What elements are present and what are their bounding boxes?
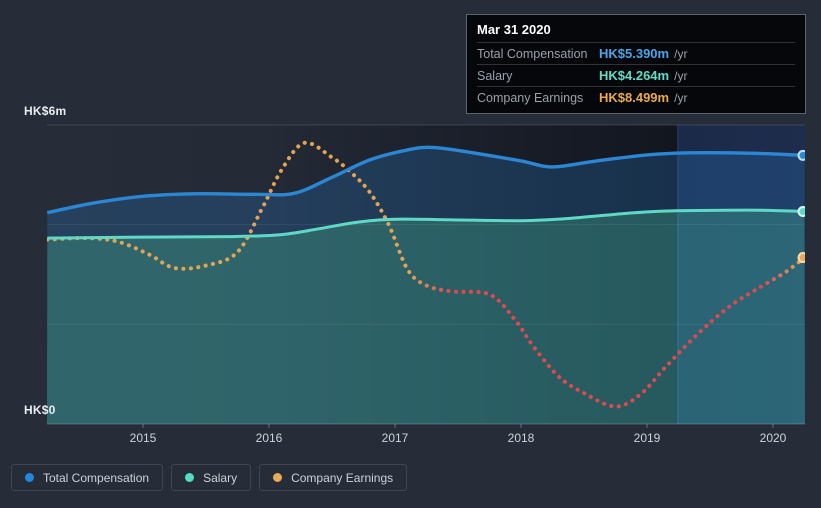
tooltip-row-value: HK$8.499m — [599, 90, 670, 105]
x-axis-label-2020: 2020 — [759, 431, 787, 445]
total-compensation-end-marker — [797, 149, 805, 161]
salary-end-marker — [797, 206, 805, 218]
x-axis-label-2018: 2018 — [507, 431, 535, 445]
plot-area[interactable] — [47, 125, 805, 424]
tooltip-row: Total Compensation HK$5.390m/yr — [477, 43, 795, 65]
x-axis-label-2016: 2016 — [255, 431, 283, 445]
chart-tooltip: Mar 31 2020 Total Compensation HK$5.390m /… — [466, 14, 806, 114]
legend-label: Salary — [203, 470, 238, 485]
chart-legend: Total Compensation Salary Company Earnings — [11, 464, 408, 491]
legend-label: Total Compensation — [43, 470, 150, 485]
legend-item-total-compensation[interactable]: Total Compensation — [11, 464, 164, 491]
y-axis-max-label: HK$6m — [24, 104, 67, 118]
tooltip-row-label: Salary — [477, 69, 513, 83]
tooltip-rows: Total Compensation HK$5.390m/yr Salary HK$4… — [477, 43, 795, 108]
legend-dot-icon — [185, 473, 195, 482]
salary-area — [47, 210, 805, 424]
x-axis-label-2015: 2015 — [129, 431, 157, 445]
legend-dot-icon — [25, 473, 34, 482]
x-axis-label-2017: 2017 — [381, 431, 409, 445]
tooltip-row-suffix: /yr — [674, 69, 688, 83]
x-axis-label-2019: 2019 — [633, 431, 661, 445]
total-compensation-area — [47, 147, 805, 239]
company-earnings-end-marker — [797, 252, 805, 264]
y-axis-zero-label: HK$0 — [24, 403, 56, 417]
tooltip-row-suffix: /yr — [674, 47, 688, 61]
tooltip-row-label: Company Earnings — [477, 91, 584, 105]
salary-line — [47, 208, 805, 240]
company-earnings-line — [47, 140, 805, 409]
tooltip-row-value: HK$5.390m — [599, 46, 670, 61]
legend-item-salary[interactable]: Salary — [171, 464, 252, 491]
tooltip-row-value: HK$4.264m — [599, 68, 670, 83]
tooltip-row: Salary HK$4.264m/yr — [477, 65, 795, 87]
tooltip-date: Mar 31 2020 — [477, 19, 795, 43]
legend-item-company-earnings[interactable]: Company Earnings — [259, 464, 408, 491]
legend-dot-icon — [273, 473, 283, 482]
legend-label: Company Earnings — [291, 470, 394, 485]
tooltip-row: Company Earnings HK$8.499m/yr — [477, 87, 795, 108]
total-compensation-line — [47, 145, 805, 215]
plot-background — [47, 125, 805, 424]
tooltip-row-suffix: /yr — [674, 91, 688, 105]
tooltip-row-label: Total Compensation — [477, 47, 588, 61]
